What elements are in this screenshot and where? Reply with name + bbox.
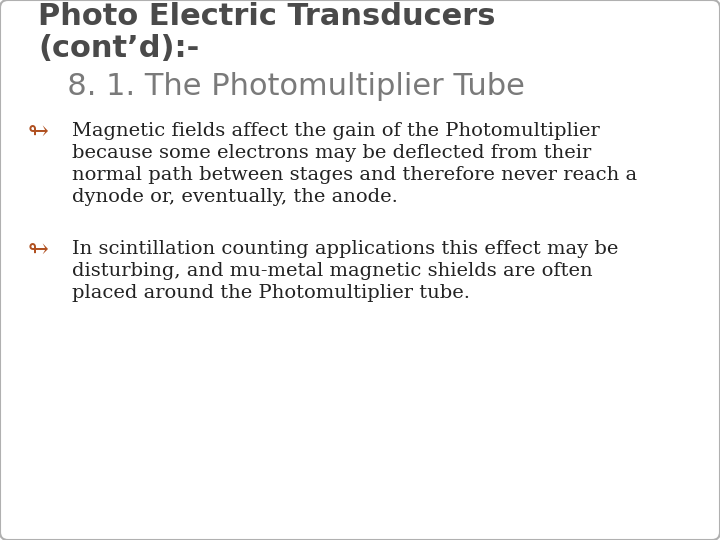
Text: disturbing, and mu-metal magnetic shields are often: disturbing, and mu-metal magnetic shield… <box>72 262 593 280</box>
Text: (cont’d):-: (cont’d):- <box>38 34 199 63</box>
Text: Magnetic fields affect the gain of the Photomultiplier: Magnetic fields affect the gain of the P… <box>72 122 600 140</box>
Text: ↬: ↬ <box>28 240 49 263</box>
Text: ↬: ↬ <box>28 122 49 145</box>
Text: dynode or, eventually, the anode.: dynode or, eventually, the anode. <box>72 188 398 206</box>
Text: 8. 1. The Photomultiplier Tube: 8. 1. The Photomultiplier Tube <box>38 72 525 101</box>
Text: because some electrons may be deflected from their: because some electrons may be deflected … <box>72 144 591 162</box>
Text: normal path between stages and therefore never reach a: normal path between stages and therefore… <box>72 166 637 184</box>
Text: In scintillation counting applications this effect may be: In scintillation counting applications t… <box>72 240 618 258</box>
Text: Photo Electric Transducers: Photo Electric Transducers <box>38 2 495 31</box>
Text: placed around the Photomultiplier tube.: placed around the Photomultiplier tube. <box>72 284 470 302</box>
